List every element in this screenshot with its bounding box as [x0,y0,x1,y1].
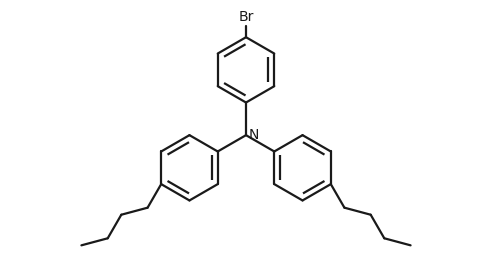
Text: Br: Br [238,10,254,24]
Text: N: N [249,128,259,142]
